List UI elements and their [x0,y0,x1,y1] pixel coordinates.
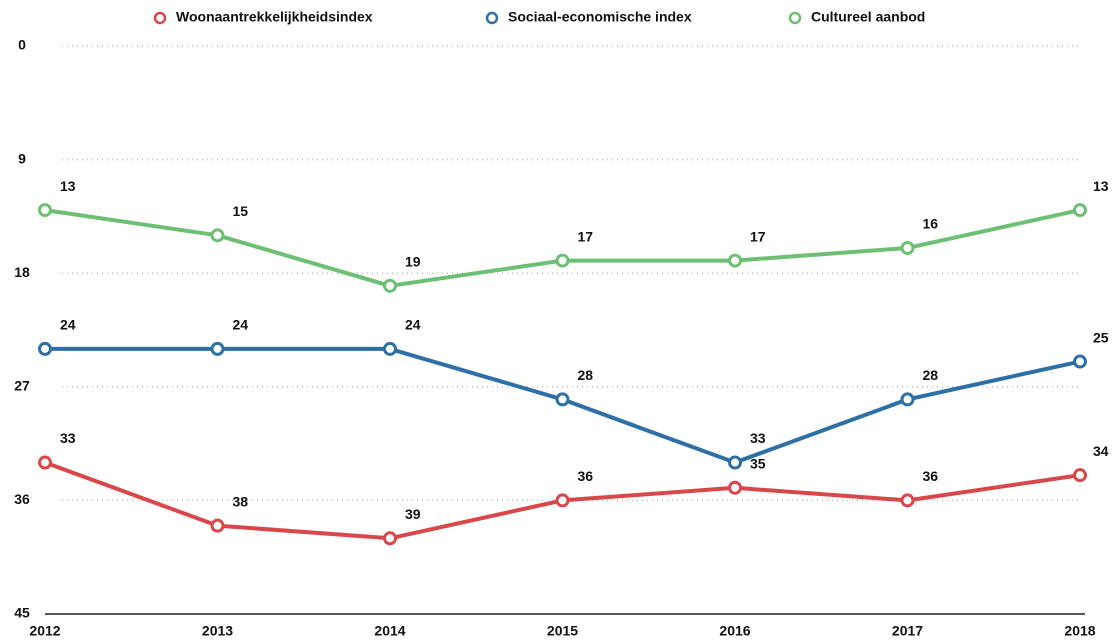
legend-marker [153,11,167,25]
data-label: 24 [405,317,421,333]
y-tick-label: 36 [14,491,30,507]
y-tick-label: 45 [14,605,30,621]
data-label: 38 [233,493,249,509]
data-label: 24 [233,317,249,333]
data-label: 36 [923,468,939,484]
data-label: 19 [405,254,421,270]
x-tick-label: 2012 [29,623,60,639]
point [555,392,570,407]
point [383,278,397,293]
y-tick-label: 0 [18,37,26,53]
x-tick-label: 2017 [892,623,923,639]
point [728,480,742,495]
point [1073,203,1087,218]
data-label: 16 [923,216,939,232]
point [728,253,742,268]
point [210,341,225,356]
data-label: 13 [60,178,76,194]
data-label: 36 [578,468,594,484]
point [38,455,52,470]
data-label: 33 [60,430,76,446]
point [555,493,570,508]
point [900,392,915,407]
point [1073,468,1087,483]
point [38,203,52,218]
x-tick-label: 2014 [374,623,405,639]
legend-marker [485,11,499,25]
point [38,341,52,356]
point [383,341,397,356]
x-tick-label: 2018 [1064,623,1095,639]
data-label: 13 [1093,178,1109,194]
y-tick-label: 27 [14,378,30,394]
y-tick-label: 9 [18,150,26,166]
legend-marker [788,11,802,25]
data-label: 35 [750,455,766,471]
data-label: 17 [578,228,594,244]
legend-label: Cultureel aanbod [811,9,925,25]
point [210,228,225,243]
x-tick-label: 2013 [202,623,233,639]
data-label: 28 [923,367,939,383]
point [210,518,225,533]
y-tick-label: 18 [14,264,30,280]
point [900,240,915,255]
point [900,493,915,508]
point [555,253,570,268]
point [383,531,397,546]
data-label: 25 [1093,329,1109,345]
point [1073,354,1087,369]
data-label: 28 [578,367,594,383]
legend-label: Sociaal-economische index [508,9,692,25]
x-tick-label: 2015 [547,623,578,639]
data-label: 33 [750,430,766,446]
data-label: 15 [233,203,249,219]
data-label: 34 [1093,443,1109,459]
data-label: 24 [60,317,76,333]
legend-label: Woonaantrekkelijkheidsindex [176,9,373,25]
data-label: 17 [750,228,766,244]
data-label: 39 [405,506,421,522]
x-tick-label: 2016 [719,623,750,639]
point [728,455,742,470]
